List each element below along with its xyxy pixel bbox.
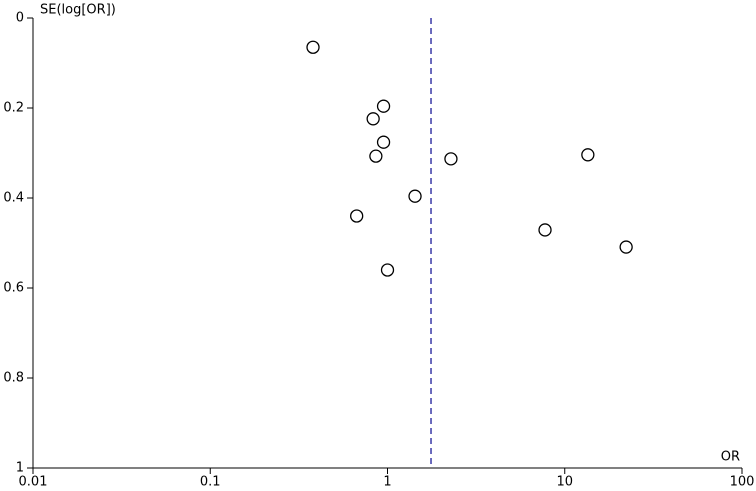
x-tick-label: 0.1 [200, 475, 221, 490]
point [581, 148, 595, 162]
x-axis-title: OR [721, 450, 740, 465]
point [538, 223, 552, 237]
point [369, 149, 383, 163]
y-axis-title: SE(log[OR]) [40, 3, 116, 18]
point [350, 209, 364, 223]
x-tick-label: 100 [730, 475, 755, 490]
point [376, 135, 391, 149]
point [380, 263, 395, 277]
point [306, 40, 320, 54]
x-tick-label: 0.01 [19, 475, 48, 490]
y-tick-label: 0.8 [3, 371, 24, 386]
y-tick-label: 0.6 [3, 281, 24, 296]
x-tick-label: 10 [556, 475, 573, 490]
y-tick-label: 1 [16, 461, 24, 476]
point [444, 152, 458, 166]
y-tick-label: 0.2 [3, 101, 24, 116]
point [619, 240, 633, 254]
point [408, 189, 422, 203]
y-tick-label: 0.4 [3, 191, 24, 206]
x-tick-label: 1 [383, 475, 391, 490]
y-tick-label: 0 [16, 11, 24, 26]
point [366, 112, 380, 126]
point [376, 99, 391, 113]
